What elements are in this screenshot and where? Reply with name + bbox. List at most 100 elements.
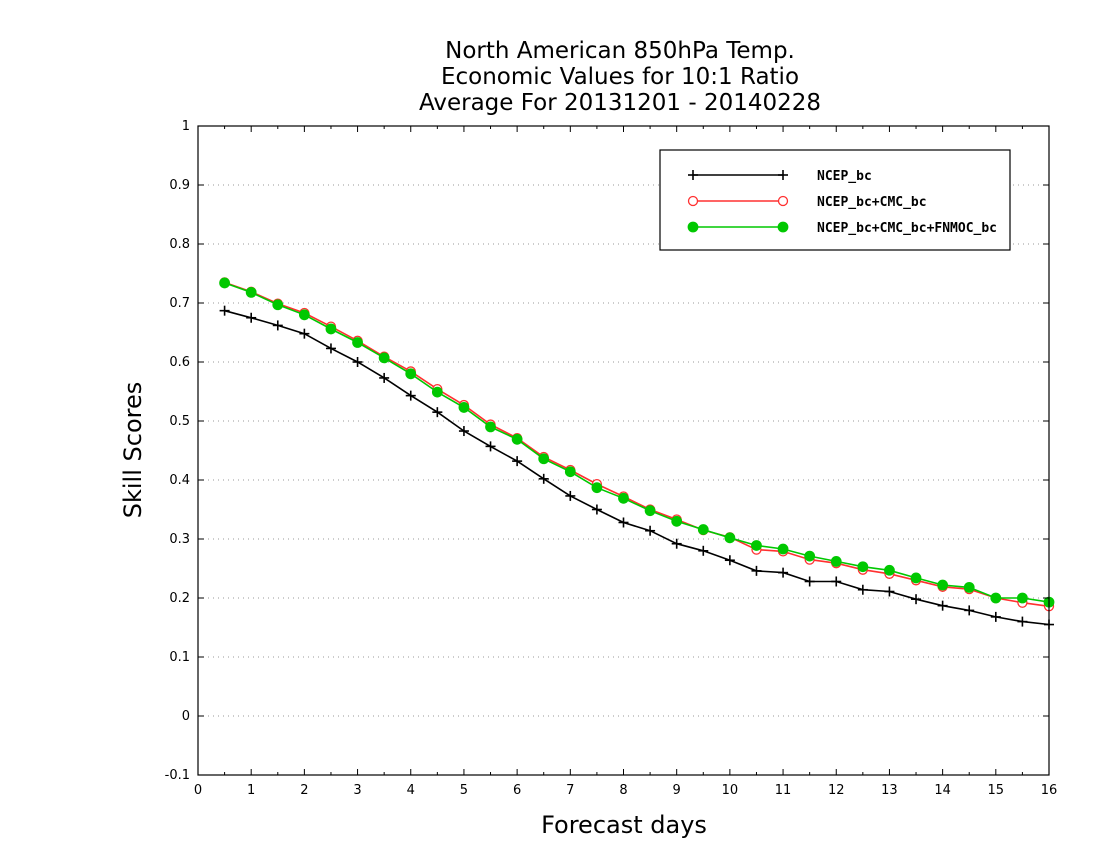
series-line	[224, 282, 1050, 603]
x-tick-label: 12	[828, 783, 845, 798]
x-tick-label: 14	[934, 783, 951, 798]
data-point	[325, 323, 337, 335]
series-layer	[219, 277, 1055, 630]
x-tick-label: 13	[881, 783, 898, 798]
x-tick-label: 7	[566, 783, 574, 798]
data-point	[431, 386, 443, 398]
y-tick-label: 0.1	[169, 650, 190, 665]
data-point	[831, 576, 842, 587]
data-point	[937, 600, 948, 611]
data-point	[751, 540, 762, 551]
legend-label: NCEP_bc	[817, 169, 872, 184]
data-point	[751, 565, 762, 576]
x-tick-label: 0	[194, 783, 202, 798]
series-1	[219, 305, 1054, 630]
x-tick-label: 1	[247, 783, 255, 798]
legend-marker	[777, 195, 789, 207]
x-tick-label: 11	[775, 783, 792, 798]
x-tick-label: 10	[722, 783, 739, 798]
axis-tick-labels: -0.100.10.20.30.40.50.60.70.80.910 1 2 3 4 5 6…	[165, 119, 1058, 798]
series-2	[219, 277, 1055, 612]
data-point	[272, 299, 284, 311]
data-point	[272, 320, 283, 331]
data-point	[352, 337, 363, 348]
legend-item: NCEP_bc	[688, 169, 872, 184]
legend-marker	[687, 221, 699, 233]
data-point	[724, 532, 736, 544]
y-tick-label: -0.1	[165, 768, 190, 783]
data-point	[458, 402, 470, 413]
data-point	[618, 492, 629, 504]
data-point	[671, 538, 682, 549]
data-point	[777, 543, 789, 555]
x-tick-label: 8	[619, 783, 627, 798]
data-point	[911, 594, 922, 605]
x-tick-label: 5	[460, 783, 468, 798]
x-tick-label: 16	[1041, 783, 1058, 798]
y-tick-label: 0.7	[169, 296, 190, 311]
legend-label: NCEP_bc+CMC_bc+FNMOC_bc	[817, 221, 997, 236]
x-tick-label: 3	[353, 783, 361, 798]
legend-item: NCEP_bc+CMC_bc	[687, 195, 927, 210]
chart-title: North American 850hPa Temp. Economic Val…	[419, 38, 821, 116]
data-point	[512, 456, 523, 467]
data-point	[299, 328, 310, 339]
data-point	[591, 504, 602, 515]
data-point	[963, 581, 975, 593]
data-point	[379, 372, 390, 383]
axis-ticks	[197, 125, 1050, 776]
data-point	[298, 309, 310, 321]
data-point	[485, 421, 496, 433]
data-point	[565, 490, 576, 501]
x-tick-label: 6	[513, 783, 521, 798]
data-point	[644, 505, 656, 517]
data-point	[538, 453, 550, 465]
data-point	[485, 441, 496, 452]
data-point	[325, 343, 336, 354]
data-point	[857, 561, 869, 573]
data-point	[352, 357, 363, 367]
x-axis-label: Forecast days	[541, 811, 707, 839]
data-point	[1017, 592, 1028, 604]
y-tick-label: 1	[182, 119, 190, 134]
chart-title-line-2: Economic Values for 10:1 Ratio	[441, 64, 799, 90]
y-tick-label: 0.6	[169, 355, 190, 370]
data-point	[884, 564, 895, 576]
data-point	[724, 555, 735, 566]
legend-label: NCEP_bc+CMC_bc	[817, 195, 927, 210]
legend-item: NCEP_bc+CMC_bc+FNMOC_bc	[687, 221, 997, 236]
data-point	[937, 579, 949, 591]
data-point	[1017, 616, 1028, 627]
data-point	[804, 576, 815, 587]
chart-title-line-3: Average For 20131201 - 20140228	[419, 90, 821, 116]
y-tick-label: 0.4	[169, 473, 190, 488]
y-tick-label: 0	[182, 709, 190, 724]
data-point	[538, 473, 549, 484]
data-point	[405, 368, 417, 380]
x-tick-label: 9	[673, 783, 681, 798]
data-point	[246, 312, 257, 323]
data-point	[698, 545, 709, 556]
y-axis-label: Skill Scores	[119, 382, 147, 519]
data-point	[591, 482, 603, 494]
series-line	[224, 281, 1050, 608]
y-tick-label: 0.8	[169, 237, 190, 252]
data-point	[219, 277, 230, 289]
y-tick-label: 0.9	[169, 178, 190, 193]
data-point	[219, 305, 230, 316]
data-point	[910, 572, 922, 584]
data-point	[964, 605, 975, 616]
data-point	[671, 515, 683, 527]
y-tick-label: 0.5	[169, 414, 190, 429]
data-point	[511, 433, 523, 445]
y-tick-label: 0.3	[169, 532, 190, 547]
data-point	[778, 567, 789, 578]
data-point	[564, 466, 576, 478]
data-point	[432, 407, 443, 418]
y-tick-label: 0.2	[169, 591, 190, 606]
data-point	[245, 286, 257, 298]
data-point	[697, 524, 709, 535]
legend: NCEP_bc NCEP_bc+CMC_bc NCEP_bc+CMC_bc+FNMO…	[659, 149, 1011, 251]
grid-lines	[198, 184, 1049, 717]
